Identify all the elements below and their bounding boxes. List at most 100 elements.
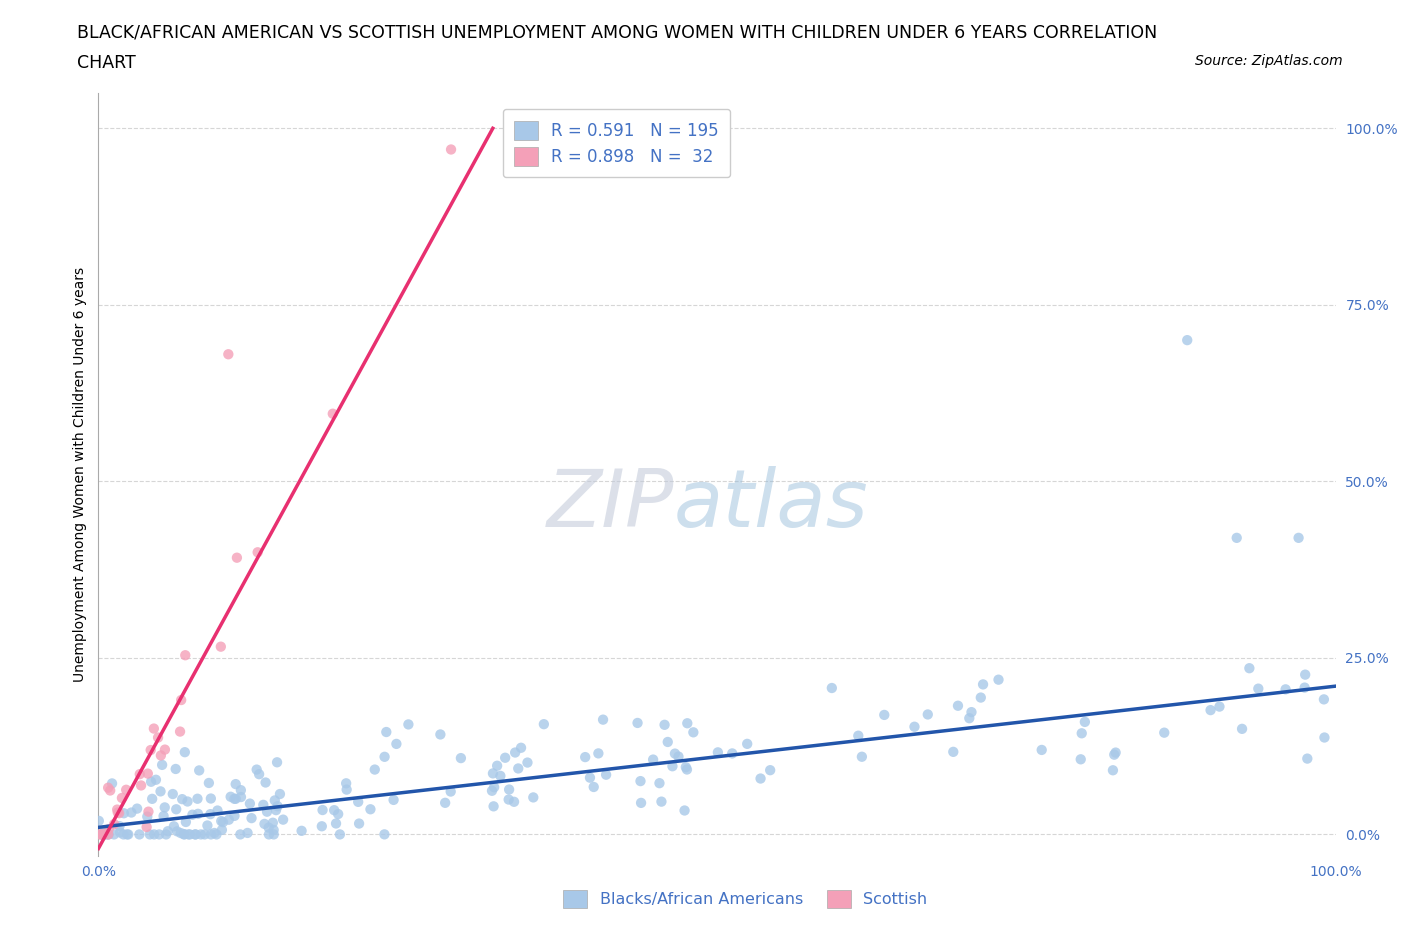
Point [873, 708, 896, 723]
Point [136, 809, 159, 824]
Point [229, 790, 252, 804]
Point [173, 827, 195, 842]
Point [440, 784, 463, 799]
Point [226, 551, 249, 565]
Point [253, 817, 276, 831]
Point [240, 811, 263, 826]
Text: CHART: CHART [77, 54, 136, 72]
Point [347, 794, 370, 809]
Point [522, 790, 544, 804]
Point [735, 737, 758, 751]
Point [574, 750, 596, 764]
Point [1294, 667, 1316, 682]
Point [97, 821, 120, 836]
Point [626, 715, 648, 730]
Point [172, 791, 194, 806]
Point [239, 796, 262, 811]
Point [592, 712, 614, 727]
Point [269, 787, 291, 802]
Point [153, 800, 176, 815]
Point [107, 805, 129, 820]
Point [970, 690, 993, 705]
Point [256, 804, 278, 819]
Point [1104, 745, 1126, 760]
Point [498, 792, 520, 807]
Point [224, 808, 246, 823]
Point [1274, 682, 1296, 697]
Point [749, 771, 772, 786]
Point [120, 805, 142, 820]
Point [197, 818, 219, 833]
Point [96, 827, 118, 842]
Point [851, 750, 873, 764]
Point [1102, 763, 1125, 777]
Point [630, 774, 652, 789]
Point [149, 748, 172, 763]
Point [1031, 742, 1053, 757]
Point [1294, 680, 1316, 695]
Point [176, 794, 198, 809]
Point [1153, 725, 1175, 740]
Point [219, 790, 242, 804]
Point [117, 827, 139, 842]
Legend: R = 0.591   N = 195, R = 0.898   N =  32: R = 0.591 N = 195, R = 0.898 N = 32 [503, 109, 730, 178]
Point [224, 791, 246, 806]
Point [266, 755, 288, 770]
Point [311, 803, 333, 817]
Point [821, 681, 844, 696]
Point [103, 817, 125, 831]
Point [643, 752, 665, 767]
Point [1313, 730, 1336, 745]
Point [1226, 530, 1249, 545]
Point [429, 727, 451, 742]
Point [375, 724, 398, 739]
Point [648, 776, 671, 790]
Point [246, 763, 269, 777]
Point [181, 807, 204, 822]
Point [1175, 333, 1198, 348]
Point [97, 827, 120, 842]
Point [143, 827, 166, 842]
Point [650, 794, 672, 809]
Point [271, 812, 294, 827]
Point [212, 815, 235, 830]
Point [323, 803, 346, 817]
Point [200, 806, 222, 821]
Point [917, 707, 939, 722]
Point [664, 746, 686, 761]
Point [217, 347, 239, 362]
Point [434, 795, 457, 810]
Point [263, 827, 285, 842]
Point [91, 827, 114, 842]
Point [209, 814, 232, 829]
Text: atlas: atlas [673, 466, 869, 544]
Point [1247, 681, 1270, 696]
Point [1070, 751, 1092, 766]
Point [149, 784, 172, 799]
Point [1239, 661, 1261, 676]
Point [510, 740, 533, 755]
Point [440, 142, 463, 157]
Point [97, 780, 120, 795]
Point [200, 827, 222, 842]
Point [152, 808, 174, 823]
Point [229, 827, 252, 842]
Point [328, 806, 350, 821]
Point [108, 825, 131, 840]
Point [142, 721, 165, 736]
Point [533, 717, 555, 732]
Point [482, 799, 505, 814]
Text: BLACK/AFRICAN AMERICAN VS SCOTTISH UNEMPLOYMENT AMONG WOMEN WITH CHILDREN UNDER : BLACK/AFRICAN AMERICAN VS SCOTTISH UNEMP… [77, 23, 1157, 41]
Point [127, 801, 149, 816]
Point [675, 760, 697, 775]
Point [481, 783, 503, 798]
Point [246, 545, 269, 560]
Point [184, 827, 207, 842]
Point [138, 804, 160, 819]
Point [579, 770, 602, 785]
Point [1313, 692, 1336, 707]
Point [141, 791, 163, 806]
Point [657, 735, 679, 750]
Point [177, 827, 200, 842]
Point [1208, 699, 1230, 714]
